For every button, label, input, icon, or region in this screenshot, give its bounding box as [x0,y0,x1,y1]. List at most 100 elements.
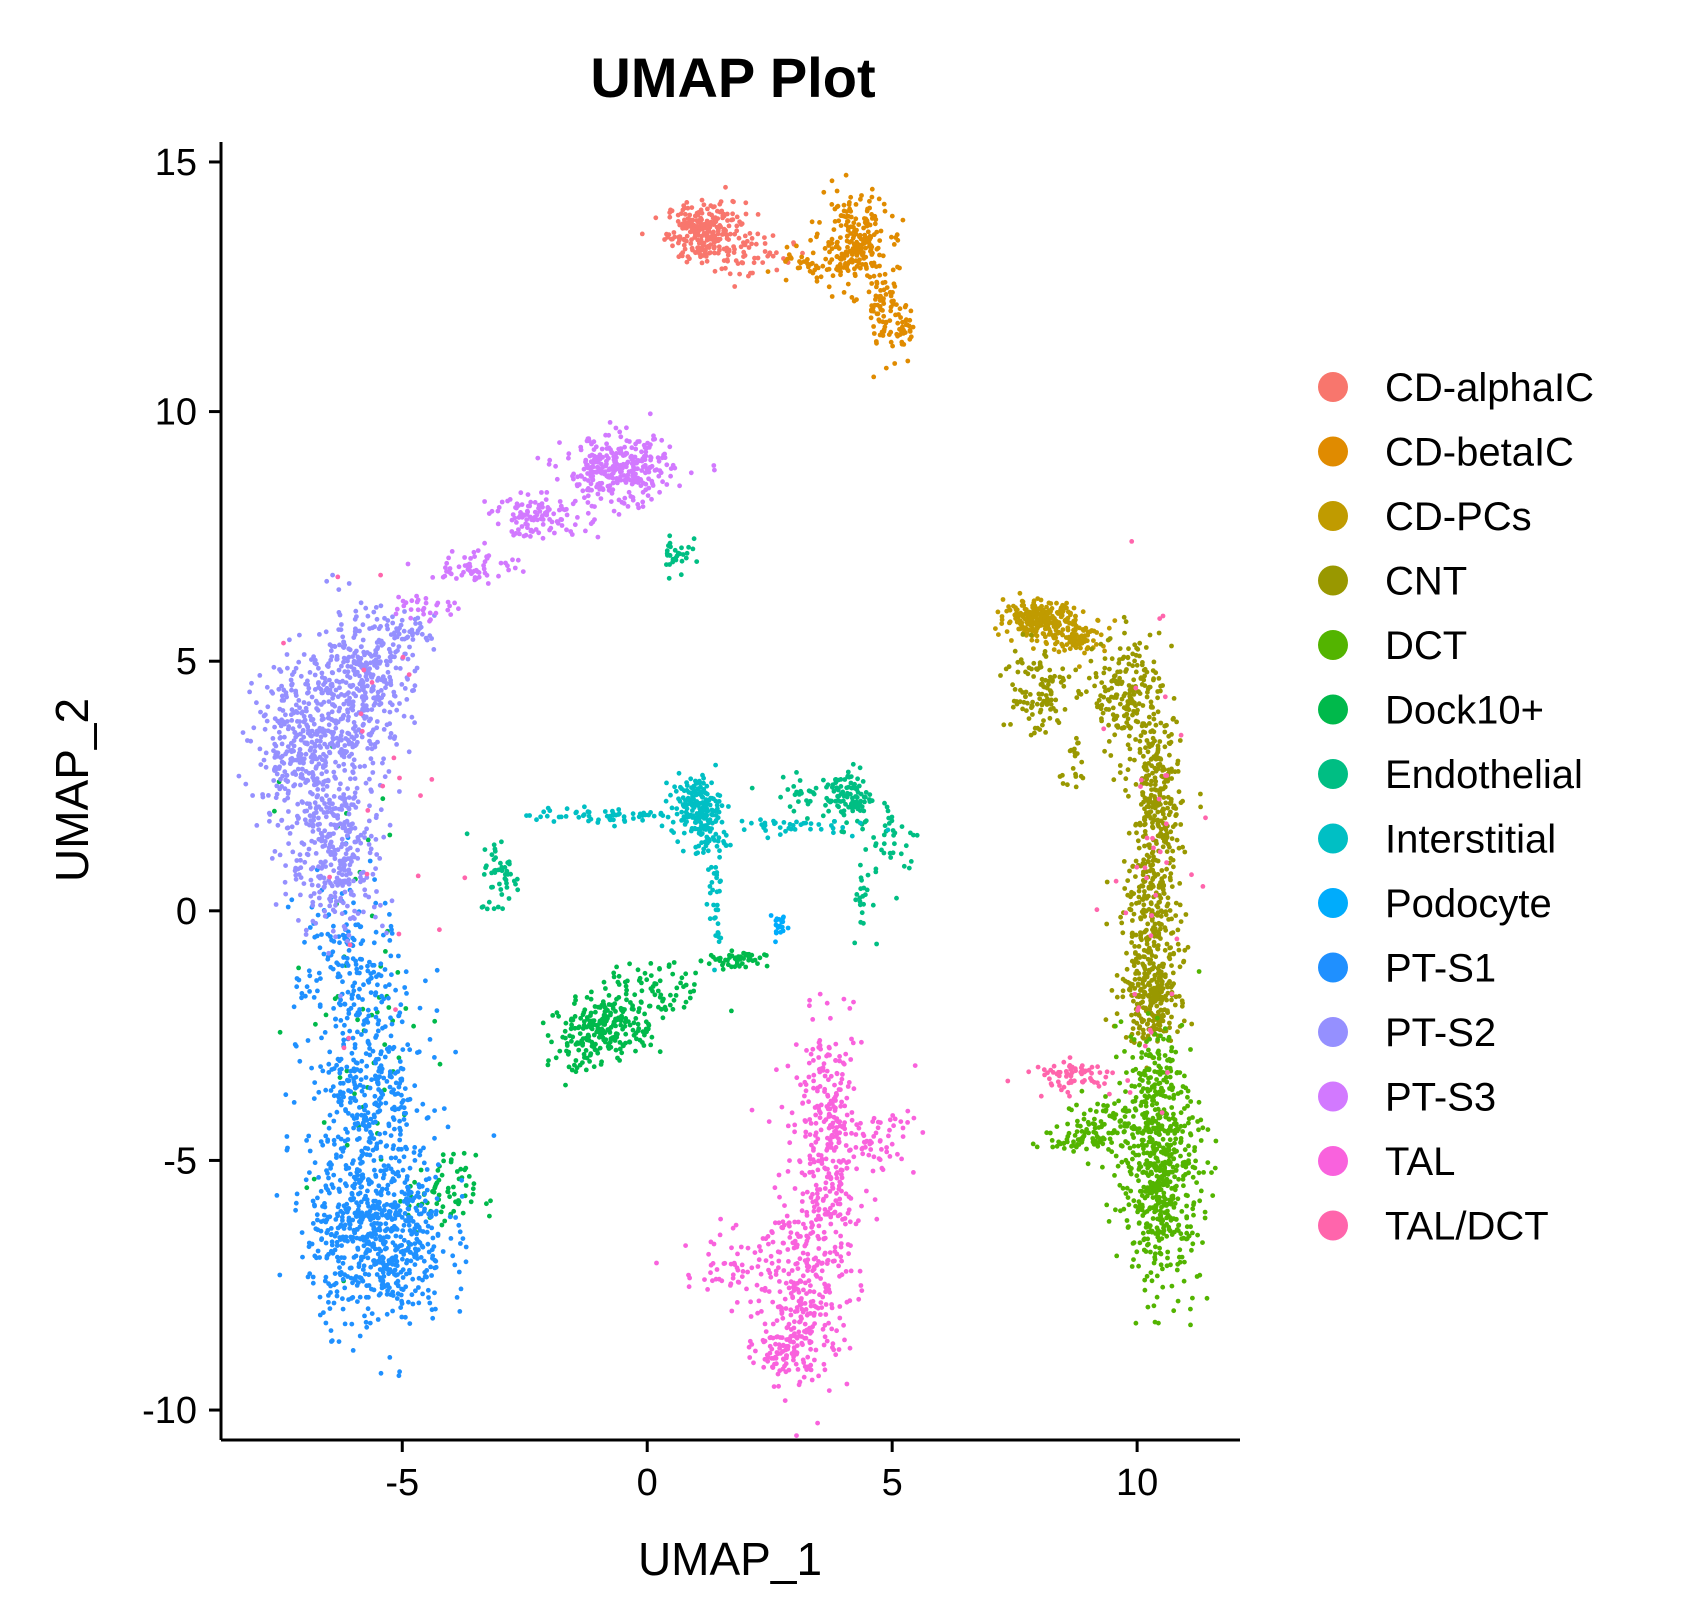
data-point [412,1246,418,1252]
data-point [1186,1143,1191,1149]
data-point [848,214,854,220]
data-point [360,1267,366,1272]
data-point [353,1277,358,1283]
data-point [693,250,698,256]
data-point [1109,694,1114,700]
data-point [1131,1037,1137,1042]
data-point [1148,863,1153,868]
data-point [340,1234,346,1240]
data-point [870,902,876,908]
data-point [361,982,366,988]
data-point [1132,977,1138,982]
data-point [670,971,676,977]
data-point [879,847,884,853]
data-point [1169,1014,1174,1020]
data-point [712,967,717,973]
data-point [1066,674,1072,680]
data-point [849,833,855,839]
data-point [404,1260,409,1266]
data-point [319,1236,325,1242]
data-point [1132,986,1138,991]
data-point [1031,674,1036,679]
data-point [1164,866,1169,872]
data-point [672,234,678,240]
data-point [882,823,888,829]
data-point [1136,884,1142,890]
data-point [1169,1232,1175,1237]
data-point [910,324,916,330]
data-point [1090,1136,1096,1141]
data-point [762,241,768,246]
data-point [596,817,601,823]
data-point [680,848,686,854]
data-point [432,1135,437,1141]
data-point [657,966,662,971]
data-point [710,835,716,840]
data-point [643,1019,649,1025]
data-point [693,817,699,822]
data-point [743,964,749,970]
data-point [1157,1185,1162,1191]
data-point [369,1286,374,1292]
data-point [685,205,691,211]
data-point [892,841,897,847]
data-point [855,776,860,782]
data-point [420,1291,425,1297]
data-point [375,1205,380,1210]
data-point [339,1255,344,1260]
data-point [352,1091,357,1097]
data-point [388,1228,394,1234]
data-point [883,292,889,297]
data-point [1112,732,1118,738]
data-point [679,975,685,981]
data-point [1112,1173,1117,1178]
data-point [350,1113,355,1119]
data-point [342,1022,347,1028]
data-point [1067,646,1073,652]
data-point [1073,613,1078,619]
data-point [337,1224,343,1229]
data-point [505,872,510,877]
data-point [1042,614,1047,620]
data-point [363,1051,369,1056]
data-point [423,1198,428,1204]
data-point [676,796,681,802]
data-point [344,1142,350,1148]
data-point [390,1293,396,1298]
data-point [1144,1185,1149,1191]
series-interstitial [524,762,891,973]
data-point [606,993,612,998]
data-point [1154,1294,1160,1300]
data-point [1147,1224,1152,1230]
data-point [808,826,813,832]
data-point [1142,817,1148,823]
data-point [1151,676,1156,682]
data-point [358,1184,364,1190]
data-point [853,231,858,236]
data-point [725,258,730,264]
data-point [425,1287,431,1293]
series-cnt [998,614,1203,1071]
data-point [1167,1074,1173,1080]
data-point [1144,773,1149,779]
data-point [411,1023,416,1029]
data-point [326,1299,331,1305]
data-point [1145,749,1151,755]
data-point [852,266,857,272]
data-point [1039,691,1045,697]
data-point [297,1058,303,1064]
data-point [709,864,714,870]
data-point [676,770,682,776]
data-point [1158,936,1163,941]
data-point [421,1145,426,1151]
data-point [623,1016,629,1021]
data-point [356,1127,362,1132]
data-point [1048,601,1054,606]
data-point [1127,1145,1133,1151]
data-point [1144,1158,1150,1163]
data-point [1198,1138,1204,1143]
data-point [412,1262,418,1267]
data-point [1205,1127,1211,1132]
data-point [719,266,725,272]
data-point [1151,659,1157,665]
